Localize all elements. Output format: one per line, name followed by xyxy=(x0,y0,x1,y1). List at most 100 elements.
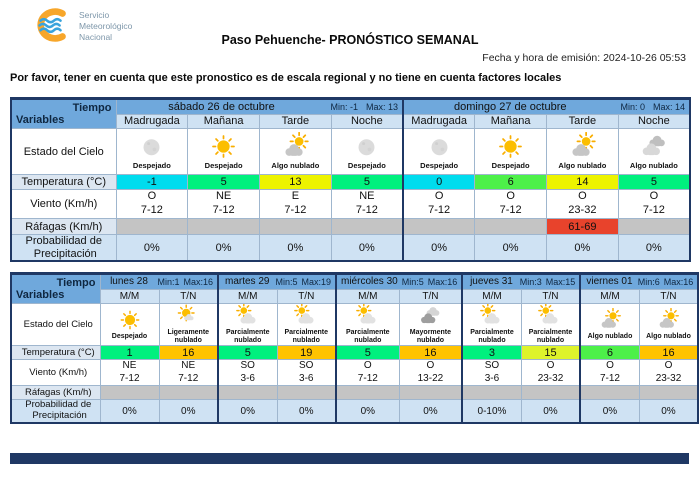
sky-cell: Despejado xyxy=(330,128,404,175)
corner-header: Tiempo Variables xyxy=(10,98,117,129)
day-max: Max:16 xyxy=(663,276,694,287)
sky-label: Algo nublado xyxy=(271,161,320,171)
wind-speed: 3-6 xyxy=(240,372,255,384)
day-max: Max: 13 xyxy=(365,101,398,112)
sky-cell: Algo nublado xyxy=(638,302,699,347)
period-header: M/M xyxy=(461,288,522,305)
day-max: Max:15 xyxy=(545,276,576,287)
day-header: sábado 26 de octubre Min: -1 Max: 13 xyxy=(115,98,404,115)
precipitation-cell: 0% xyxy=(638,399,699,424)
wind-cell: O 23-32 xyxy=(546,189,619,219)
sky-label: Parcialmente nublado xyxy=(346,329,390,345)
wind-direction: O xyxy=(147,190,157,203)
wind-speed: 3-6 xyxy=(484,372,500,384)
sky-label: Parcialmente nublado xyxy=(284,329,329,345)
sun-cloud-icon xyxy=(572,132,596,157)
sky-label: Despejado xyxy=(347,161,386,171)
wind-cell: O 7-12 xyxy=(617,189,691,219)
sky-cell: Algo nublado xyxy=(617,128,691,175)
temperature-cell: 0 xyxy=(402,174,476,190)
precipitation-cell: 0% xyxy=(546,234,619,262)
gust-cell xyxy=(579,385,640,401)
wind-direction: NE xyxy=(359,190,375,203)
wind-speed: 23-32 xyxy=(537,372,564,384)
sky-label: Algo nublado xyxy=(646,333,691,341)
wind-cell: SO 3-6 xyxy=(217,359,278,387)
sky-cell: Algo nublado xyxy=(259,128,332,175)
cloud-sun-icon xyxy=(355,304,376,324)
sky-cell: Despejado xyxy=(99,302,160,347)
temperature-cell: 1 xyxy=(99,345,160,361)
sky-label: Despejado xyxy=(420,161,459,171)
wind-speed: 7-12 xyxy=(499,204,522,216)
wind-direction: NE xyxy=(122,360,137,372)
temperature-cell: 13 xyxy=(259,174,332,190)
day-max: Max:16 xyxy=(427,276,458,287)
day-max: Max:19 xyxy=(301,276,331,287)
moon-icon xyxy=(431,139,448,156)
temperature-cell: 5 xyxy=(187,174,260,190)
sun-icon xyxy=(120,310,139,330)
gust-cell xyxy=(402,218,476,235)
precipitation-cell: 0% xyxy=(579,399,640,424)
gust-cell xyxy=(330,218,404,235)
wind-speed: 7-12 xyxy=(428,204,451,216)
day-min: Min: 0 xyxy=(620,101,645,112)
gust-cell xyxy=(217,385,278,401)
gust-cell xyxy=(99,385,160,401)
clouds-icon xyxy=(643,135,666,156)
precipitation-cell: 0% xyxy=(276,399,337,424)
period-header: M/M xyxy=(99,288,160,305)
wind-cell: O 7-12 xyxy=(334,359,400,387)
wind-direction: O xyxy=(506,190,515,203)
day-name: sábado 26 de octubre xyxy=(168,100,275,113)
period-header: Noche xyxy=(330,113,404,130)
sun-small-cloud-icon xyxy=(177,304,195,322)
precipitation-cell: 0% xyxy=(187,234,260,262)
temperature-cell: 15 xyxy=(520,345,581,361)
sky-cell: Parcialmente nublado xyxy=(461,302,522,347)
period-header: Mañana xyxy=(474,113,547,130)
sky-label: Parcialmente nublado xyxy=(225,329,270,345)
temperature-cell: 5 xyxy=(330,174,404,190)
wind-speed: 7-12 xyxy=(599,372,620,384)
row-label-sky: Estado del Cielo xyxy=(10,302,101,347)
sky-cell: Algo nublado xyxy=(579,302,640,347)
precipitation-cell: 0% xyxy=(158,399,219,424)
temperature-cell: 6 xyxy=(474,174,547,190)
sky-label: Despejado xyxy=(111,333,148,341)
gust-cell xyxy=(461,385,522,401)
precipitation-cell: 0% xyxy=(520,399,581,424)
day-name: jueves 31 xyxy=(470,276,513,288)
wind-direction: O xyxy=(606,360,614,372)
wind-speed: 7-12 xyxy=(355,204,378,216)
wind-direction: SO xyxy=(484,360,500,372)
row-label-gusts: Ráfagas (Km/h) xyxy=(10,385,101,401)
row-label-precipitation: Probabilidad de Precipitación xyxy=(10,234,117,262)
wind-speed: 23-32 xyxy=(655,372,682,384)
cloud-sun-icon xyxy=(480,304,500,324)
forecast-table-weekend: Tiempo Variables sábado 26 de octubre Min: … xyxy=(10,97,691,263)
sky-label: Mayormente nublado xyxy=(409,329,452,345)
sky-cell: Mayormente nublado xyxy=(398,302,463,347)
day-min: Min: -1 xyxy=(330,101,358,112)
sun-icon xyxy=(499,135,523,159)
day-name: lunes 28 xyxy=(110,276,148,288)
period-header: Noche xyxy=(617,113,691,130)
wind-cell: NE 7-12 xyxy=(330,189,404,219)
precipitation-cell: 0% xyxy=(330,234,404,262)
period-header: Madrugada xyxy=(115,113,189,130)
temperature-cell: 16 xyxy=(158,345,219,361)
sky-cell: Despejado xyxy=(402,128,476,175)
emission-datetime: Fecha y hora de emisión: 2024-10-26 05:5… xyxy=(482,52,686,64)
day-name: miércoles 30 xyxy=(341,276,398,288)
row-label-temperature: Temperatura (°C) xyxy=(10,174,117,190)
wind-speed: 7-12 xyxy=(284,204,307,216)
gust-cell xyxy=(276,385,337,401)
sky-cell: Parcialmente nublado xyxy=(217,302,278,347)
precipitation-cell: 0% xyxy=(402,234,476,262)
moon-icon xyxy=(143,139,160,156)
period-header: Madrugada xyxy=(402,113,476,130)
wind-speed: 23-32 xyxy=(568,204,597,216)
precipitation-cell: 0% xyxy=(617,234,691,262)
